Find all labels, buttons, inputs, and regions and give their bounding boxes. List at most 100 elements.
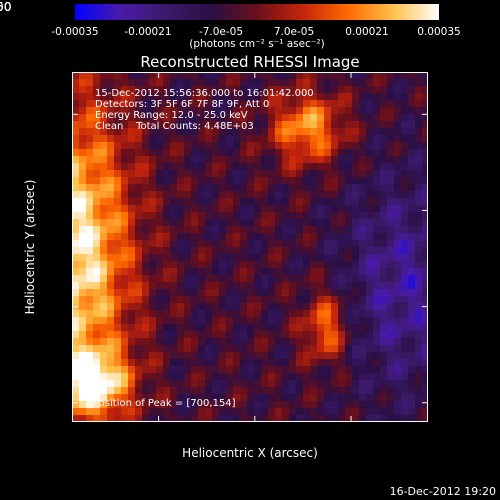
heatmap-cell: [268, 170, 276, 178]
heatmap-cell: [121, 135, 129, 143]
heatmap-cell: [275, 338, 283, 346]
heatmap-cell: [317, 310, 325, 318]
heatmap-cell: [359, 149, 367, 157]
heatmap-cell: [100, 184, 108, 192]
heatmap-cell: [191, 401, 199, 409]
heatmap-cell: [142, 121, 150, 129]
heatmap-cell: [261, 296, 269, 304]
heatmap-cell: [401, 219, 409, 227]
heatmap-cell: [366, 261, 374, 269]
heatmap-cell: [345, 415, 353, 422]
heatmap-cell: [359, 163, 367, 171]
heatmap-cell: [268, 72, 276, 80]
heatmap-cell: [303, 345, 311, 353]
heatmap-cell: [212, 317, 220, 325]
heatmap-cell: [352, 128, 360, 136]
heatmap-cell: [135, 205, 143, 213]
heatmap-cell: [177, 282, 185, 290]
heatmap-cell: [380, 408, 388, 416]
heatmap-cell: [142, 317, 150, 325]
heatmap-cell: [107, 345, 115, 353]
heatmap-cell: [401, 205, 409, 213]
heatmap-cell: [415, 191, 423, 199]
heatmap-cell: [380, 79, 388, 87]
heatmap-cell: [366, 387, 374, 395]
heatmap-cell: [345, 142, 353, 150]
heatmap-cell: [86, 352, 94, 360]
heatmap-cell: [170, 338, 178, 346]
heatmap-cell: [205, 79, 213, 87]
heatmap-cell: [240, 338, 248, 346]
heatmap-cell: [422, 198, 428, 206]
heatmap-cell: [387, 275, 395, 283]
heatmap-cell: [366, 282, 374, 290]
heatmap-cell: [219, 247, 227, 255]
heatmap-cell: [422, 156, 428, 164]
heatmap-cell: [387, 121, 395, 129]
heatmap-cell: [247, 226, 255, 234]
heatmap-cell: [380, 317, 388, 325]
heatmap-cell: [408, 107, 416, 115]
heatmap-cell: [163, 149, 171, 157]
heatmap-cell: [310, 128, 318, 136]
heatmap-cell: [79, 226, 87, 234]
heatmap-cell: [135, 240, 143, 248]
heatmap-cell: [205, 415, 213, 422]
heatmap-cell: [366, 177, 374, 185]
heatmap-cell: [79, 205, 87, 213]
heatmap-cell: [303, 394, 311, 402]
heatmap-cell: [100, 86, 108, 94]
heatmap-cell: [268, 93, 276, 101]
heatmap-cell: [86, 380, 94, 388]
heatmap-cell: [128, 261, 136, 269]
heatmap-cell: [352, 296, 360, 304]
heatmap-cell: [163, 79, 171, 87]
heatmap-cell: [303, 317, 311, 325]
heatmap-cell: [387, 177, 395, 185]
heatmap-cell: [422, 240, 428, 248]
heatmap-cell: [261, 401, 269, 409]
heatmap-cell: [303, 100, 311, 108]
heatmap-cell: [205, 359, 213, 367]
heatmap-cell: [79, 310, 87, 318]
heatmap-cell: [170, 177, 178, 185]
heatmap-cell: [86, 149, 94, 157]
heatmap-cell: [184, 233, 192, 241]
heatmap-cell: [219, 324, 227, 332]
heatmap-cell: [198, 142, 206, 150]
heatmap-cell: [93, 149, 101, 157]
heatmap-cell: [275, 352, 283, 360]
heatmap-cell: [275, 366, 283, 374]
heatmap-cell: [93, 240, 101, 248]
heatmap-cell: [415, 303, 423, 311]
heatmap-cell: [198, 415, 206, 422]
heatmap-cell: [170, 142, 178, 150]
heatmap-cell: [226, 282, 234, 290]
heatmap-cell: [212, 240, 220, 248]
heatmap-cell: [254, 93, 262, 101]
heatmap-cell: [359, 142, 367, 150]
heatmap-cell: [128, 310, 136, 318]
heatmap-cell: [408, 114, 416, 122]
heatmap-cell: [198, 352, 206, 360]
heatmap-cell: [303, 226, 311, 234]
detectors-label: Detectors: 3F 5F 6F 7F 8F 9F, Att 0: [95, 99, 270, 110]
heatmap-cell: [135, 135, 143, 143]
heatmap-cell: [317, 72, 325, 80]
heatmap-cell: [310, 170, 318, 178]
heatmap-cell: [135, 303, 143, 311]
heatmap-cell: [163, 107, 171, 115]
heatmap-cell: [212, 268, 220, 276]
heatmap-cell: [205, 198, 213, 206]
heatmap-cell: [191, 261, 199, 269]
heatmap-cell: [121, 226, 129, 234]
heatmap-cell: [79, 373, 87, 381]
heatmap-cell: [373, 275, 381, 283]
heatmap-cell: [408, 254, 416, 262]
heatmap-cell: [170, 317, 178, 325]
heatmap-cell: [275, 401, 283, 409]
heatmap-cell: [366, 268, 374, 276]
heatmap-cell: [191, 79, 199, 87]
heatmap-cell: [149, 79, 157, 87]
heatmap-cell: [331, 310, 339, 318]
